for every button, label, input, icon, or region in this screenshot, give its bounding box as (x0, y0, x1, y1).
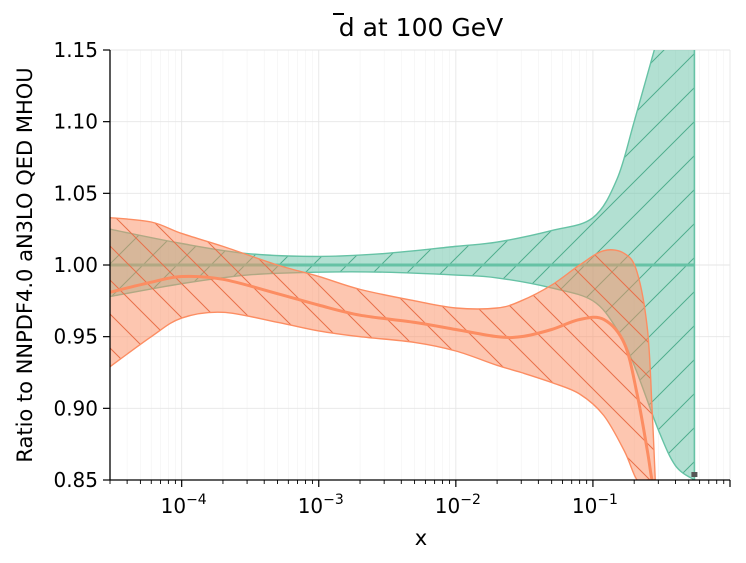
y-tick-label: 1.05 (53, 181, 98, 205)
end-marker (691, 472, 698, 477)
series-layer (110, 50, 696, 480)
x-tick-labels: 10−4 10−3 10−2 10−1 (161, 492, 618, 518)
band-upper-edge-0 (110, 50, 655, 258)
y-tick-label: 1.00 (53, 253, 98, 277)
y-axis-label: Ratio to NNPDF4.0 aN3LO QED MHOU (13, 67, 37, 462)
y-tick-label: 1.10 (53, 110, 98, 134)
x-tick-label: 10−2 (435, 492, 481, 518)
y-tick-labels: 0.85 0.90 0.95 1.00 1.05 1.10 1.15 (53, 38, 98, 492)
axes (103, 49, 731, 487)
chart-title: d at 100 GeV (333, 13, 503, 42)
title-rest: at 100 GeV (355, 13, 504, 42)
x-tick-label: 10−3 (298, 492, 344, 518)
y-tick-label: 1.15 (53, 38, 98, 62)
y-tick-label: 0.95 (53, 325, 98, 349)
x-axis-label: x (415, 526, 427, 550)
title-base: d (339, 13, 355, 42)
x-tick-label: 10−4 (161, 492, 207, 518)
x-tick-label: 10−1 (572, 492, 618, 518)
svg-text:d at 100 GeV: d at 100 GeV (339, 13, 503, 42)
band-upper-edge-1 (110, 217, 656, 480)
y-tick-label: 0.85 (53, 468, 98, 492)
central-line-1 (110, 274, 657, 480)
band-hatch-1 (110, 217, 656, 480)
y-tick-label: 0.90 (53, 396, 98, 420)
band-lower-edge-1 (110, 311, 656, 480)
